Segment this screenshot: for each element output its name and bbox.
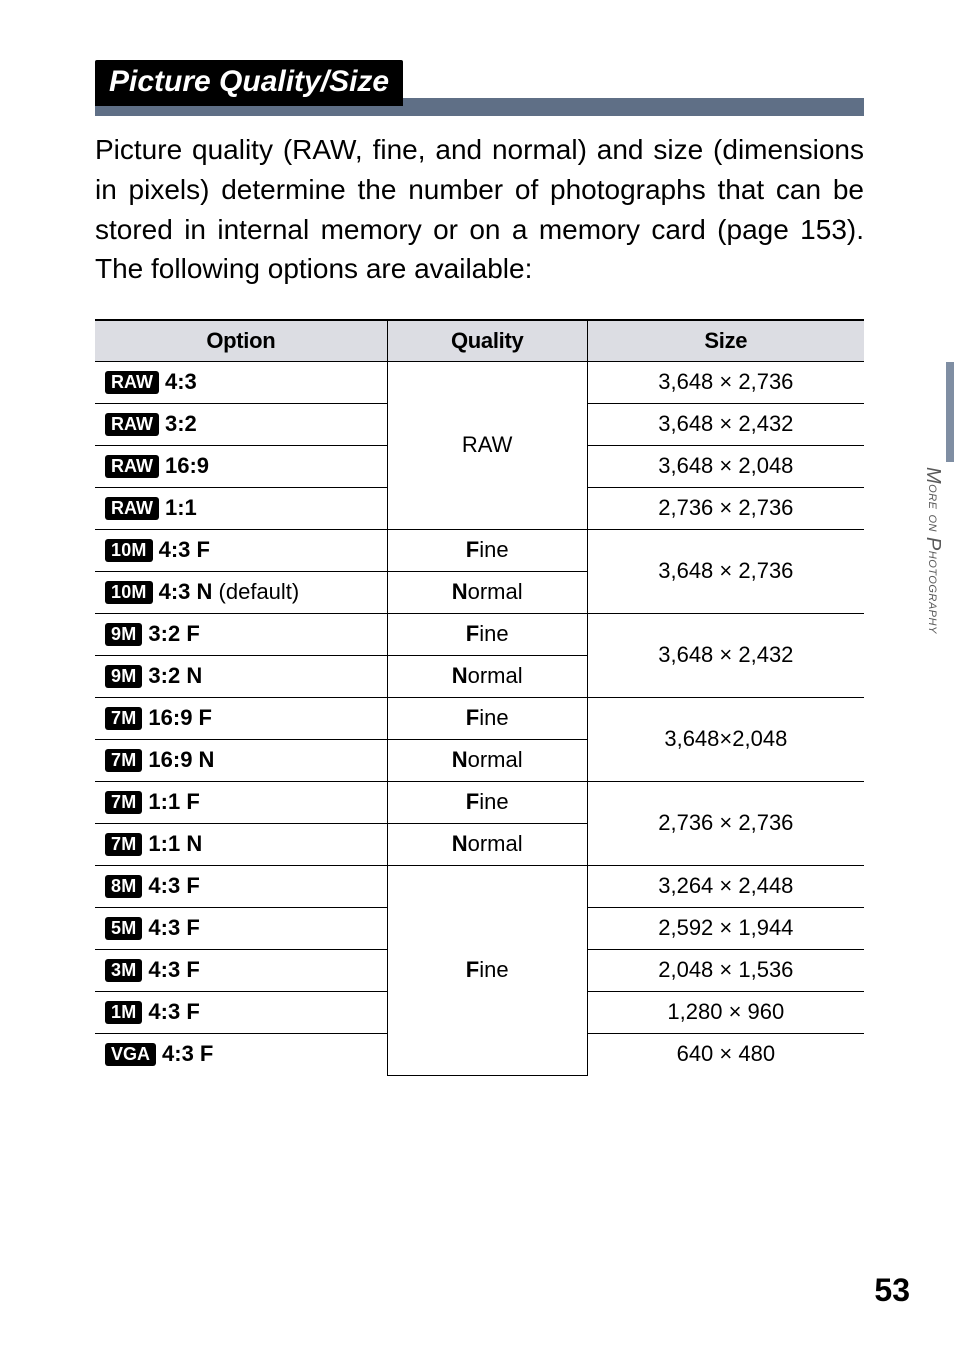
side-tab-label: More on Photography — [921, 467, 944, 634]
option-label: 16:9 N — [148, 747, 214, 772]
size-cell: 2,736 × 2,736 — [587, 488, 864, 530]
size-cell: 2,592 × 1,944 — [587, 908, 864, 950]
mp-chip: 1M — [105, 1001, 142, 1024]
mp-chip: 8M — [105, 875, 142, 898]
option-cell: 5M 4:3 F — [95, 908, 387, 950]
raw-chip: RAW — [105, 371, 159, 394]
size-cell: 1,280 × 960 — [587, 992, 864, 1034]
option-label: 4:3 F — [148, 915, 199, 940]
col-option: Option — [95, 320, 387, 362]
quality-cell: Fine — [387, 698, 587, 740]
option-label: 4:3 F — [162, 1041, 213, 1066]
size-cell: 2,048 × 1,536 — [587, 950, 864, 992]
table-header-row: Option Quality Size — [95, 320, 864, 362]
col-size: Size — [587, 320, 864, 362]
intro-paragraph: Picture quality (RAW, fine, and normal) … — [95, 130, 864, 289]
quality-cell: RAW — [387, 362, 587, 530]
option-label: 1:1 — [165, 495, 197, 520]
option-cell: 3M 4:3 F — [95, 950, 387, 992]
option-cell: 7M 16:9 F — [95, 698, 387, 740]
option-cell: RAW 16:9 — [95, 446, 387, 488]
size-cell: 3,648 × 2,736 — [587, 362, 864, 404]
option-label: 16:9 — [165, 453, 209, 478]
option-cell: 1M 4:3 F — [95, 992, 387, 1034]
option-cell: RAW 3:2 — [95, 404, 387, 446]
option-label: 3:2 F — [148, 621, 199, 646]
table-row: 7M16:9 F Fine 3,648×2,048 — [95, 698, 864, 740]
option-cell: RAW 4:3 — [95, 362, 387, 404]
mp-chip: 7M — [105, 707, 142, 730]
size-cell: 3,648 × 2,736 — [587, 530, 864, 614]
table-row: RAW 4:3 RAW 3,648 × 2,736 — [95, 362, 864, 404]
vga-chip: VGA — [105, 1043, 156, 1066]
quality-cell: Fine — [387, 614, 587, 656]
quality-cell: Fine — [387, 782, 587, 824]
raw-chip: RAW — [105, 497, 159, 520]
mp-chip: 9M — [105, 665, 142, 688]
table-row: 7M1:1 F Fine 2,736 × 2,736 — [95, 782, 864, 824]
option-cell: 10M 4:3 N (default) — [95, 572, 387, 614]
option-label: 1:1 N — [148, 831, 202, 856]
option-label: 1:1 F — [148, 789, 199, 814]
section-header: Picture Quality/Size — [95, 60, 403, 106]
option-label: 4:3 F — [148, 999, 199, 1024]
side-tab: More on Photography — [924, 362, 954, 702]
size-cell: 640 × 480 — [587, 1034, 864, 1076]
mp-chip: 7M — [105, 833, 142, 856]
raw-chip: RAW — [105, 413, 159, 436]
option-cell: 10M 4:3 F — [95, 530, 387, 572]
quality-cell: Normal — [387, 824, 587, 866]
option-label: 3:2 — [165, 411, 197, 436]
option-label: 16:9 F — [148, 705, 212, 730]
quality-cell: Normal — [387, 740, 587, 782]
table-row: 9M3:2 F Fine 3,648 × 2,432 — [95, 614, 864, 656]
size-cell: 3,648 × 2,432 — [587, 404, 864, 446]
mp-chip: 5M — [105, 917, 142, 940]
mp-chip: 10M — [105, 539, 153, 562]
option-cell: 9M 3:2 F — [95, 614, 387, 656]
option-cell: VGA 4:3 F — [95, 1034, 387, 1076]
option-cell: 8M 4:3 F — [95, 866, 387, 908]
quality-size-table: Option Quality Size RAW 4:3 RAW 3,648 × 2… — [95, 319, 864, 1076]
option-cell: 7M 16:9 N — [95, 740, 387, 782]
quality-cell: Fine — [387, 530, 587, 572]
option-label: 3:2 N — [148, 663, 202, 688]
mp-chip: 7M — [105, 791, 142, 814]
quality-cell: Fine — [387, 866, 587, 1076]
quality-cell: Normal — [387, 572, 587, 614]
option-label: 4:3 F — [148, 873, 199, 898]
option-label: 4:3 N — [159, 579, 213, 604]
option-label: 4:3 F — [159, 537, 210, 562]
default-marker: (default) — [212, 579, 299, 604]
size-cell: 3,648 × 2,432 — [587, 614, 864, 698]
side-tab-bar — [946, 362, 954, 462]
size-cell: 3,648×2,048 — [587, 698, 864, 782]
mp-chip: 7M — [105, 749, 142, 772]
mp-chip: 3M — [105, 959, 142, 982]
option-cell: 7M 1:1 N — [95, 824, 387, 866]
option-label: 4:3 — [165, 369, 197, 394]
table-row: 10M4:3 F Fine 3,648 × 2,736 — [95, 530, 864, 572]
option-cell: 7M 1:1 F — [95, 782, 387, 824]
mp-chip: 9M — [105, 623, 142, 646]
page-number: 53 — [874, 1272, 910, 1309]
raw-chip: RAW — [105, 455, 159, 478]
table-row: 8M4:3 F Fine 3,264 × 2,448 — [95, 866, 864, 908]
size-cell: 3,264 × 2,448 — [587, 866, 864, 908]
col-quality: Quality — [387, 320, 587, 362]
manual-page: Picture Quality/Size Picture quality (RA… — [0, 0, 954, 1345]
size-cell: 2,736 × 2,736 — [587, 782, 864, 866]
option-cell: 9M 3:2 N — [95, 656, 387, 698]
size-cell: 3,648 × 2,048 — [587, 446, 864, 488]
quality-cell: Normal — [387, 656, 587, 698]
option-cell: RAW 1:1 — [95, 488, 387, 530]
mp-chip: 10M — [105, 581, 153, 604]
option-label: 4:3 F — [148, 957, 199, 982]
